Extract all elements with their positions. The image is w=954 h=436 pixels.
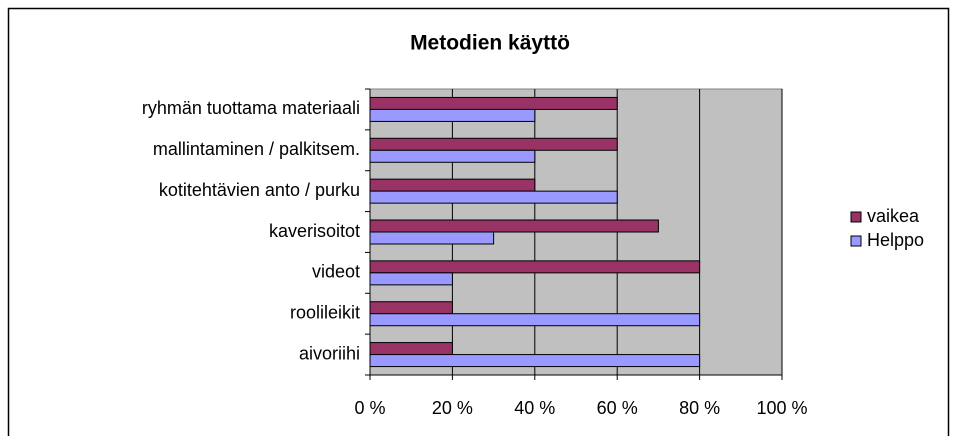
x-tick-label: 20 %	[432, 398, 473, 418]
bar	[369, 96, 618, 110]
bar	[369, 260, 701, 274]
y-tick-label: videot	[312, 262, 360, 282]
x-tick-label: 40 %	[514, 398, 555, 418]
y-tick-label: aivoriihi	[299, 343, 360, 363]
legend-label: Helppo	[867, 230, 924, 250]
legend-swatch	[850, 211, 862, 223]
y-tick-label: ryhmän tuottama materiaali	[142, 98, 360, 118]
y-tick-label: kotitehtävien anto / purku	[159, 180, 360, 200]
bar	[369, 272, 453, 286]
bar	[369, 108, 536, 122]
bar	[369, 342, 453, 356]
bar	[369, 313, 701, 327]
bar	[369, 354, 701, 368]
bar	[369, 301, 453, 315]
bar	[369, 149, 536, 163]
legend-swatch	[850, 235, 862, 247]
x-tick-label: 80 %	[679, 398, 720, 418]
x-tick-label: 60 %	[597, 398, 638, 418]
bar	[369, 178, 536, 192]
y-tick-label: roolileikit	[290, 302, 360, 322]
bar	[369, 137, 618, 151]
bar	[369, 190, 618, 204]
chart-title: Metodien käyttö	[410, 32, 570, 55]
y-tick-label: mallintaminen / palkitsem.	[153, 139, 360, 159]
y-tick-label: kaverisoitot	[269, 221, 360, 241]
legend-label: vaikea	[867, 206, 920, 226]
bar	[369, 231, 495, 245]
x-tick-label: 0 %	[354, 398, 385, 418]
bar	[369, 219, 659, 233]
x-tick-label: 100 %	[756, 398, 807, 418]
